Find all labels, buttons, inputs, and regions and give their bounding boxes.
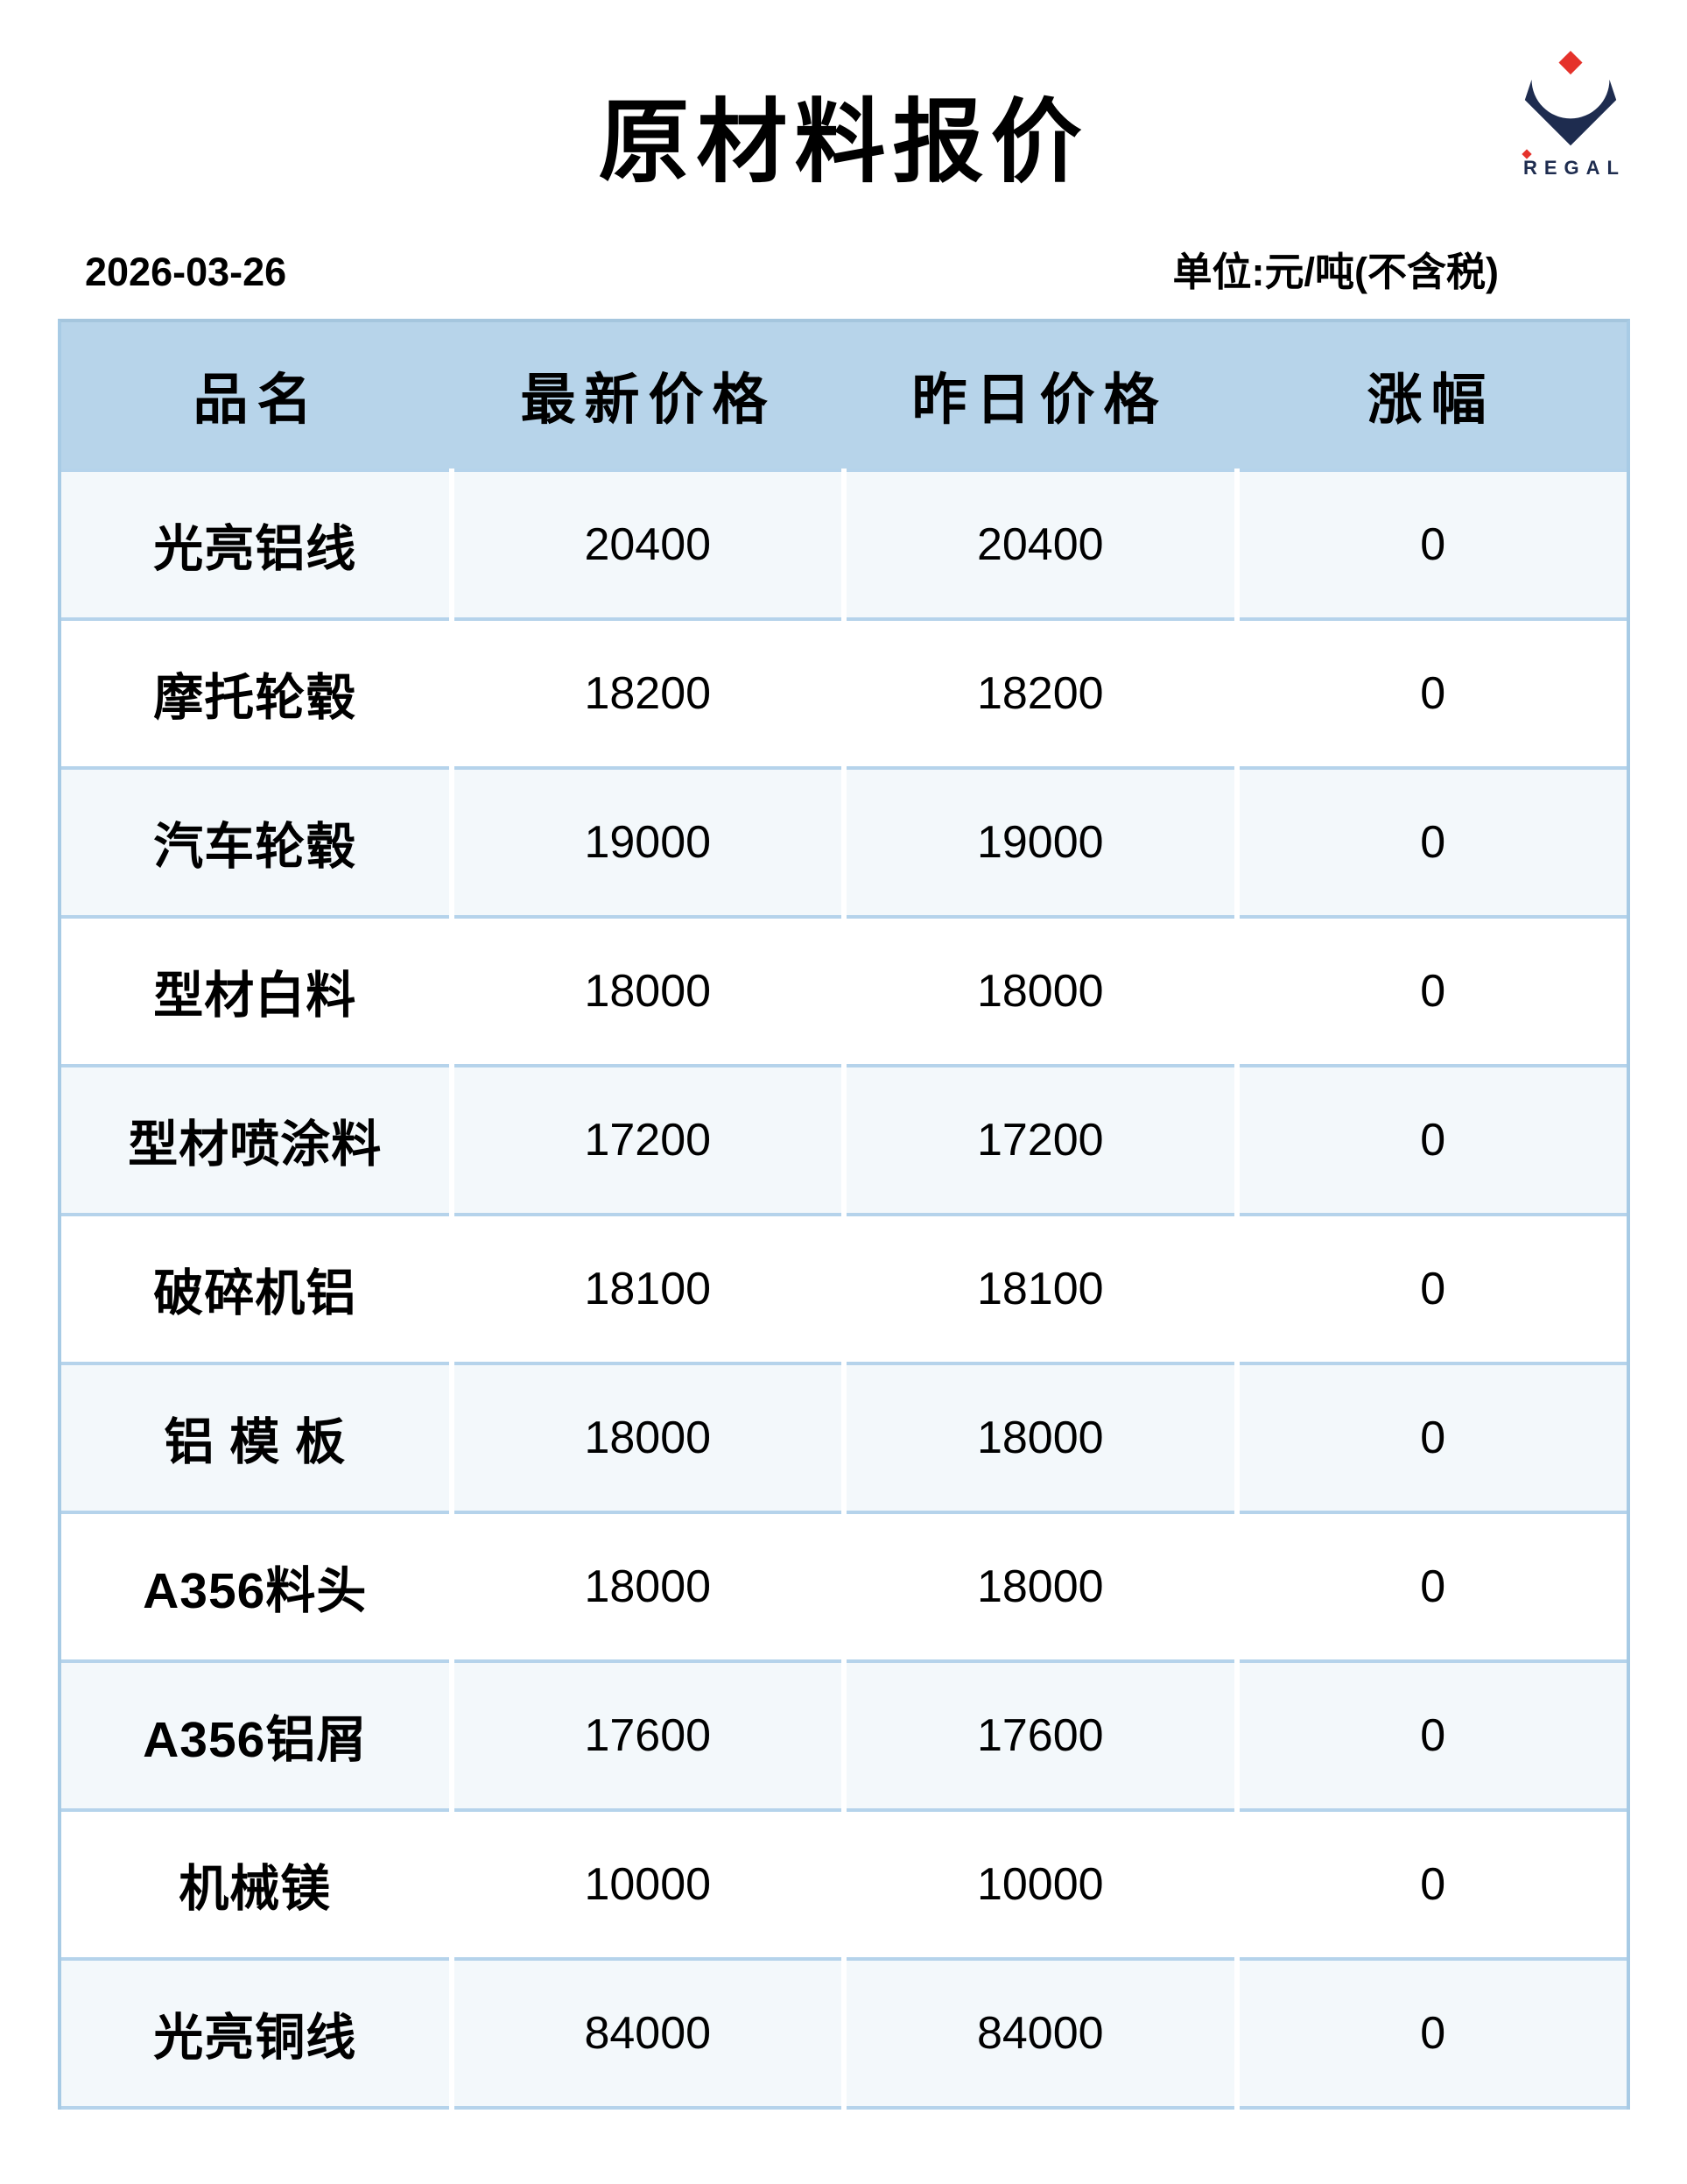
row-separator xyxy=(61,1063,1627,1067)
table-header-row: 品名 最新价格 昨日价格 涨幅 xyxy=(61,321,1627,469)
yesterday-price-cell: 18100 xyxy=(847,1215,1234,1362)
table-row: 机械镁 10000 10000 0 xyxy=(61,1811,1627,1957)
row-separator xyxy=(61,914,1627,919)
change-cell: 0 xyxy=(1239,918,1627,1064)
row-separator xyxy=(61,1956,1627,1961)
product-name-cell: 型材白料 xyxy=(61,918,449,1064)
latest-price-cell: 18200 xyxy=(453,620,841,766)
meta-line: 2026-03-26 单位:元/吨(不含税) xyxy=(85,250,1499,295)
product-name-cell: A356铝屑 xyxy=(61,1662,449,1808)
latest-price-cell: 18100 xyxy=(453,1215,841,1362)
latest-price-cell: 84000 xyxy=(453,1960,841,2106)
page-title: 原材料报价 xyxy=(598,93,1089,194)
product-name-cell: 光亮铝线 xyxy=(61,471,449,617)
logo-wordmark-text: REGAL xyxy=(1523,157,1626,179)
report-date: 2026-03-26 xyxy=(85,250,287,295)
change-cell: 0 xyxy=(1239,1811,1627,1957)
row-separator xyxy=(61,765,1627,770)
table-row: 铝 模 板 18000 18000 0 xyxy=(61,1364,1627,1511)
change-cell: 0 xyxy=(1239,1215,1627,1362)
row-separator xyxy=(61,468,1627,472)
row-separator xyxy=(61,1361,1627,1365)
product-name-cell: 铝 模 板 xyxy=(61,1364,449,1511)
change-cell: 0 xyxy=(1239,620,1627,766)
yesterday-price-cell: 19000 xyxy=(847,769,1234,915)
yesterday-price-cell: 20400 xyxy=(847,471,1234,617)
change-cell: 0 xyxy=(1239,769,1627,915)
unit-note: 单位:元/吨(不含税) xyxy=(1172,250,1499,295)
logo-diamond-icon xyxy=(1558,51,1583,75)
column-header-yesterday: 昨日价格 xyxy=(911,369,1168,431)
table-row: 型材白料 18000 18000 0 xyxy=(61,918,1627,1064)
latest-price-cell: 18000 xyxy=(453,1513,841,1659)
product-name-cell: 机械镁 xyxy=(61,1811,449,1957)
table-row: 破碎机铝 18100 18100 0 xyxy=(61,1215,1627,1362)
logo-wordmark: REGAL xyxy=(1516,149,1626,180)
column-header-name: 品名 xyxy=(193,369,321,431)
change-cell: 0 xyxy=(1239,1513,1627,1659)
latest-price-cell: 20400 xyxy=(453,471,841,617)
product-name-cell: 光亮铜线 xyxy=(61,1960,449,2106)
yesterday-price-cell: 18000 xyxy=(847,1513,1234,1659)
change-cell: 0 xyxy=(1239,1364,1627,1511)
yesterday-price-cell: 17200 xyxy=(847,1067,1234,1213)
latest-price-cell: 18000 xyxy=(453,1364,841,1511)
latest-price-cell: 18000 xyxy=(453,918,841,1064)
price-table: 品名 最新价格 昨日价格 涨幅 光亮铝线 20400 20400 0 摩托轮毂 … xyxy=(58,318,1630,2110)
product-name-cell: 摩托轮毂 xyxy=(61,620,449,766)
product-name-cell: A356料头 xyxy=(61,1513,449,1659)
column-header-latest: 最新价格 xyxy=(520,369,777,431)
product-name-cell: 汽车轮毂 xyxy=(61,769,449,915)
product-name-cell: 破碎机铝 xyxy=(61,1215,449,1362)
yesterday-price-cell: 18000 xyxy=(847,1364,1234,1511)
latest-price-cell: 17600 xyxy=(453,1662,841,1808)
table-row: 型材喷涂料 17200 17200 0 xyxy=(61,1067,1627,1213)
table-row: 汽车轮毂 19000 19000 0 xyxy=(61,769,1627,915)
row-separator xyxy=(61,2105,1627,2110)
table-row: 光亮铝线 20400 20400 0 xyxy=(61,471,1627,617)
latest-price-cell: 10000 xyxy=(453,1811,841,1957)
column-header-change: 涨幅 xyxy=(1367,369,1495,431)
table-row: 摩托轮毂 18200 18200 0 xyxy=(61,620,1627,766)
logo-v-icon xyxy=(1524,79,1617,146)
table-row: A356料头 18000 18000 0 xyxy=(61,1513,1627,1659)
row-separator xyxy=(61,1807,1627,1812)
yesterday-price-cell: 10000 xyxy=(847,1811,1234,1957)
yesterday-price-cell: 18000 xyxy=(847,918,1234,1064)
change-cell: 0 xyxy=(1239,1662,1627,1808)
latest-price-cell: 19000 xyxy=(453,769,841,915)
change-cell: 0 xyxy=(1239,471,1627,617)
yesterday-price-cell: 84000 xyxy=(847,1960,1234,2106)
table-row: 光亮铜线 84000 84000 0 xyxy=(61,1960,1627,2106)
change-cell: 0 xyxy=(1239,1960,1627,2106)
yesterday-price-cell: 18200 xyxy=(847,620,1234,766)
product-name-cell: 型材喷涂料 xyxy=(61,1067,449,1213)
row-separator xyxy=(61,1510,1627,1514)
change-cell: 0 xyxy=(1239,1067,1627,1213)
row-separator xyxy=(61,1212,1627,1216)
yesterday-price-cell: 17600 xyxy=(847,1662,1234,1808)
latest-price-cell: 17200 xyxy=(453,1067,841,1213)
table-row: A356铝屑 17600 17600 0 xyxy=(61,1662,1627,1808)
logo: REGAL xyxy=(1516,51,1625,180)
row-separator xyxy=(61,1659,1627,1663)
logo-mark xyxy=(1524,51,1617,146)
row-separator xyxy=(61,616,1627,621)
